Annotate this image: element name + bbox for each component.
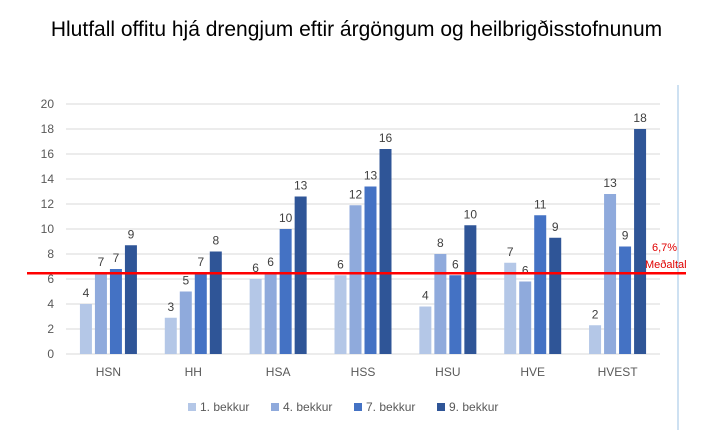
y-tick-label-20: 20	[41, 97, 55, 111]
grid-layer	[66, 103, 660, 355]
data-label-HSU-4: 10	[464, 207, 478, 221]
y-tick-label-2: 2	[47, 322, 54, 336]
x-category-HVEST: HVEST	[598, 365, 639, 379]
legend: 1. bekkur 4. bekkur 7. bekkur 9. bekkur	[188, 400, 498, 414]
bar-HSN-3	[109, 269, 122, 354]
data-label-HSU-2: 8	[437, 236, 444, 250]
y-tick-label-18: 18	[41, 122, 55, 136]
data-label-HVEST-4: 18	[633, 111, 647, 125]
legend-label-2: 4. bekkur	[283, 400, 332, 414]
data-label-HSN-3: 7	[113, 251, 120, 265]
legend-label-4: 9. bekkur	[449, 400, 498, 414]
data-label-HVE-3: 11	[534, 197, 547, 211]
chart-title: Hlutfall offitu hjá drengjum eftir árgön…	[50, 18, 663, 41]
bar-HSU-4	[464, 225, 477, 354]
bar-HSU-3	[449, 275, 462, 354]
data-label-HSN-1: 4	[83, 286, 90, 300]
x-category-HSA: HSA	[266, 365, 291, 379]
y-tick-label-0: 0	[47, 347, 54, 361]
data-label-HVE-4: 9	[552, 220, 559, 234]
bar-HH-3	[194, 272, 207, 354]
data-label-HVEST-2: 13	[603, 176, 617, 190]
bar-HSA-3	[279, 229, 292, 354]
bar-HSU-2	[434, 254, 447, 354]
data-label-HSA-2: 6	[267, 255, 274, 269]
bar-HVE-4	[549, 237, 562, 354]
bar-HH-2	[179, 291, 192, 354]
data-label-HSA-1: 6	[252, 261, 259, 275]
legend-label-3: 7. bekkur	[366, 400, 415, 414]
y-tick-label-4: 4	[47, 297, 54, 311]
bar-HVEST-4	[634, 129, 647, 354]
reference-line-value: 6,7%	[652, 242, 677, 254]
data-label-HSU-3: 6	[452, 257, 459, 271]
y-tick-label-16: 16	[41, 147, 55, 161]
x-category-HVE: HVE	[520, 365, 545, 379]
data-label-HVEST-3: 9	[622, 229, 629, 243]
bar-HH-1	[164, 317, 177, 354]
data-label-HH-3: 7	[197, 255, 204, 269]
data-label-HH-2: 5	[182, 274, 189, 288]
legend-swatch-1	[188, 403, 196, 411]
data-label-HSN-4: 9	[128, 227, 135, 241]
data-label-HVEST-1: 2	[592, 307, 599, 321]
x-category-HH: HH	[185, 365, 202, 379]
reference-line-group: 6,7% Meðaltal	[27, 242, 687, 275]
legend-swatch-2	[271, 403, 279, 411]
bar-HSS-1	[334, 275, 347, 354]
data-label-HSA-4: 13	[294, 179, 308, 193]
data-label-HSS-4: 16	[379, 131, 393, 145]
bars-layer	[79, 129, 647, 354]
data-label-HVE-1: 7	[507, 245, 514, 259]
bar-HSS-4	[379, 149, 392, 354]
data-label-HSA-3: 10	[279, 211, 293, 225]
x-category-HSS: HSS	[351, 365, 376, 379]
data-label-HSS-3: 13	[364, 169, 378, 183]
data-label-HSU-1: 4	[422, 289, 429, 303]
bar-HSA-1	[249, 279, 262, 354]
bar-HH-4	[209, 251, 222, 354]
bar-HSN-2	[94, 272, 107, 354]
data-label-HSS-2: 12	[349, 187, 363, 201]
bar-HVE-3	[534, 215, 547, 354]
data-label-HH-4: 8	[212, 234, 219, 248]
bar-HVE-1	[504, 262, 517, 354]
bar-HSN-4	[124, 245, 137, 354]
bar-HVE-2	[519, 281, 532, 354]
data-label-HSS-1: 6	[337, 257, 344, 271]
data-label-HVE-2: 6	[522, 264, 529, 278]
bar-HSA-2	[264, 272, 277, 354]
bar-HSA-4	[294, 196, 307, 354]
legend-swatch-3	[354, 403, 362, 411]
y-tick-label-8: 8	[47, 247, 54, 261]
reference-line-label: Meðaltal	[645, 259, 687, 271]
data-label-HSN-2: 7	[98, 255, 105, 269]
data-label-HH-1: 3	[167, 300, 174, 314]
bar-HSN-1	[79, 304, 92, 354]
y-tick-label-12: 12	[41, 197, 55, 211]
x-axis-categories: HSN HH HSA HSS HSU HVE HVEST	[96, 365, 638, 379]
bar-HVEST-1	[589, 325, 602, 354]
y-axis-ticks: 0 2 4 6 8 10 12 14 16 18 20	[41, 97, 55, 361]
bar-HSS-2	[349, 205, 362, 354]
legend-swatch-4	[437, 403, 445, 411]
bar-HVEST-3	[619, 246, 632, 354]
x-category-HSU: HSU	[435, 365, 460, 379]
bar-HSS-3	[364, 186, 377, 354]
y-tick-label-10: 10	[41, 222, 55, 236]
y-tick-label-14: 14	[41, 172, 55, 186]
y-tick-label-6: 6	[47, 272, 54, 286]
legend-label-1: 1. bekkur	[200, 400, 249, 414]
bar-HSU-1	[419, 306, 432, 354]
x-category-HSN: HSN	[96, 365, 121, 379]
